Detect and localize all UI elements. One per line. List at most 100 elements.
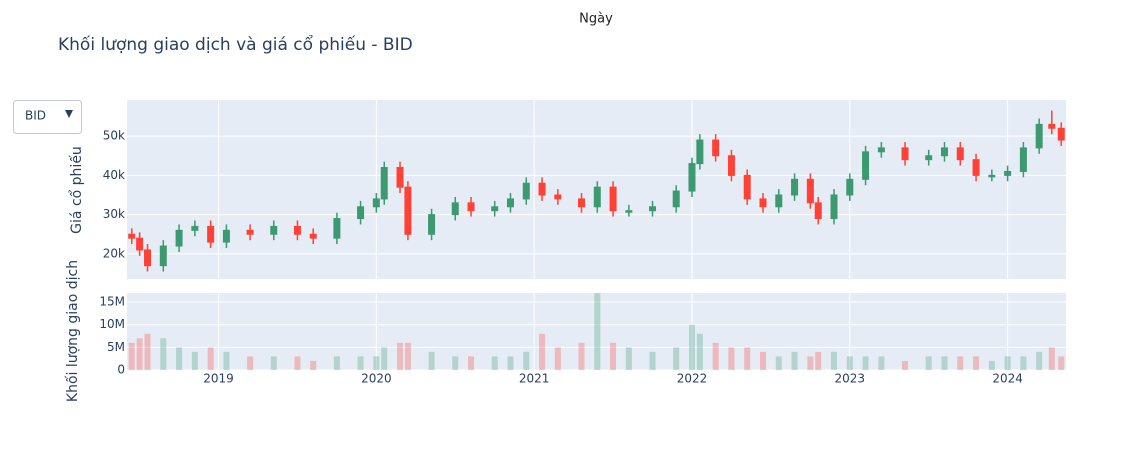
candle-body [428,214,436,235]
x-tick-label: 2023 [835,372,866,386]
volume-bar [973,356,980,370]
candle-body [293,225,301,235]
volume-bar [136,338,143,370]
candle-body [688,163,696,192]
volume-bar [507,356,514,370]
candle-body [380,167,388,200]
volume-bar [523,351,530,370]
dropdown-label[interactable]: BID [25,109,46,123]
candle-body [830,194,838,220]
volume-bar [957,356,964,370]
candle-body [759,198,767,208]
candle-body [593,186,601,208]
candle-body [846,178,854,196]
volume-bar [176,347,183,370]
volume-bar [625,347,632,370]
candle-body [404,186,412,235]
candle-body [357,206,365,220]
candle-body [451,202,459,216]
candle-body [1035,123,1043,149]
candle-body [159,245,167,267]
volume-bar [831,351,838,370]
candle-body [175,229,183,247]
y-tick-label: 5M [107,340,125,354]
dropdown-arrow[interactable] [65,110,73,118]
candle-body [506,198,514,208]
candle-body [191,225,199,231]
volume-bar [160,338,167,370]
volume-bar [452,356,459,370]
candle-body [270,225,278,235]
volume-bar [539,333,546,370]
candle-body [207,225,215,243]
volume-bar [673,347,680,370]
candle-body [1019,147,1027,172]
volume-bar [925,356,932,370]
y-tick-label: 20k [103,246,125,260]
x-tick-label: 2020 [361,372,392,386]
volume-bar [902,360,909,370]
candle-body [1004,170,1012,176]
y-tick-label: 0 [117,363,125,377]
volume-bar [1058,356,1065,370]
volume-bar [491,356,498,370]
volume-bar [807,356,814,370]
volume-bar [191,351,198,370]
y-tick-label: 30k [103,207,125,221]
volume-bar [846,356,853,370]
volume-bar [333,356,340,370]
volume-bar [878,356,885,370]
volume-bar [404,342,411,370]
x-tick-label: 2019 [203,372,234,386]
x-tick-label: 2024 [992,372,1023,386]
dropdown[interactable]: BID [13,100,82,134]
candle-body [775,194,783,208]
candle-body [877,147,885,153]
candle-body [940,147,948,157]
dropdown-box[interactable] [13,100,82,134]
volume-bar [941,356,948,370]
y-axis-title: Khối lượng giao dịch [64,260,81,402]
volume-bar [144,333,151,370]
volume-bar [247,356,254,370]
candle-body [814,202,822,220]
candle-body [136,237,144,251]
x-tick-label: 2021 [519,372,550,386]
candle-body [901,147,909,161]
candle-body [396,167,404,188]
candle-body [538,182,546,196]
candle-body [128,233,136,239]
volume-bar [373,356,380,370]
volume-bar [270,356,277,370]
candle-body [333,218,341,239]
candle-body [727,155,735,176]
candle-body [925,155,933,161]
candle-body [696,139,704,165]
candle-body [672,190,680,208]
candle-body [625,210,633,213]
y-tick-label: 50k [103,129,125,143]
volume-bar [1020,356,1027,370]
volume-bar [397,342,404,370]
candle-body [609,186,617,212]
volume-bar [381,347,388,370]
candle-body [972,159,980,176]
y-tick-label: 15M [99,295,125,309]
x-axis-title: Ngày [579,12,613,27]
volume-bar [428,351,435,370]
candle-body [791,178,799,196]
volume-bar [988,360,995,370]
candle-body [743,174,751,200]
candle-body [649,206,657,212]
volume-bar [728,347,735,370]
chart-title: Khối lượng giao dịch và giá cổ phiếu - B… [58,34,413,55]
volume-bar [128,342,135,370]
volume-bar [759,351,766,370]
candle-body [144,249,152,267]
candle-body [491,206,499,212]
candle-body [712,139,720,157]
candle-body [988,174,996,178]
volume-bar [294,356,301,370]
